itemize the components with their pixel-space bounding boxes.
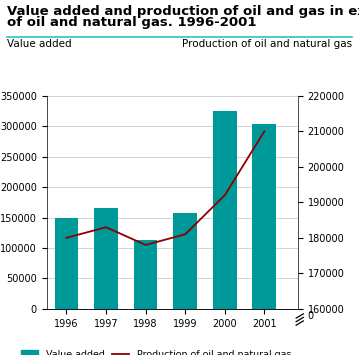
- Text: Production of oil and natural gas: Production of oil and natural gas: [182, 39, 352, 49]
- Text: 0: 0: [307, 311, 313, 321]
- Text: of oil and natural gas. 1996-2001: of oil and natural gas. 1996-2001: [7, 16, 257, 29]
- Bar: [134, 240, 158, 309]
- Bar: [55, 218, 78, 309]
- Text: Value added and production of oil and gas in extraction: Value added and production of oil and ga…: [7, 5, 359, 18]
- Text: Value added: Value added: [7, 39, 72, 49]
- Legend: Value added, Production of oil and natural gas: Value added, Production of oil and natur…: [21, 350, 291, 355]
- Bar: [213, 111, 237, 309]
- Bar: [252, 125, 276, 309]
- Bar: [173, 213, 197, 309]
- Bar: [94, 208, 118, 309]
